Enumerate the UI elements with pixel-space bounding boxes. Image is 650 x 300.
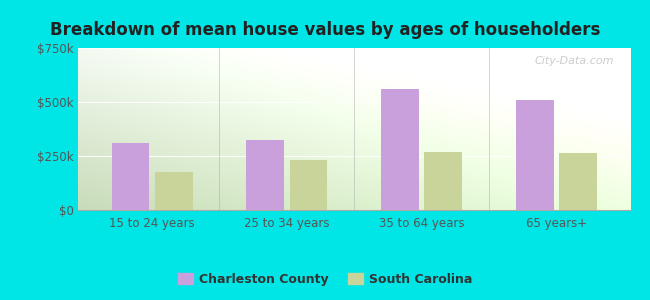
Text: City-Data.com: City-Data.com — [534, 56, 614, 66]
Bar — [289, 160, 328, 210]
Bar — [559, 153, 597, 210]
Bar — [424, 152, 462, 210]
Bar — [246, 140, 284, 210]
Bar — [155, 172, 192, 210]
Bar — [516, 100, 554, 210]
Bar — [381, 89, 419, 210]
Text: Breakdown of mean house values by ages of householders: Breakdown of mean house values by ages o… — [50, 21, 600, 39]
Legend: Charleston County, South Carolina: Charleston County, South Carolina — [173, 268, 477, 291]
Bar — [112, 143, 150, 210]
